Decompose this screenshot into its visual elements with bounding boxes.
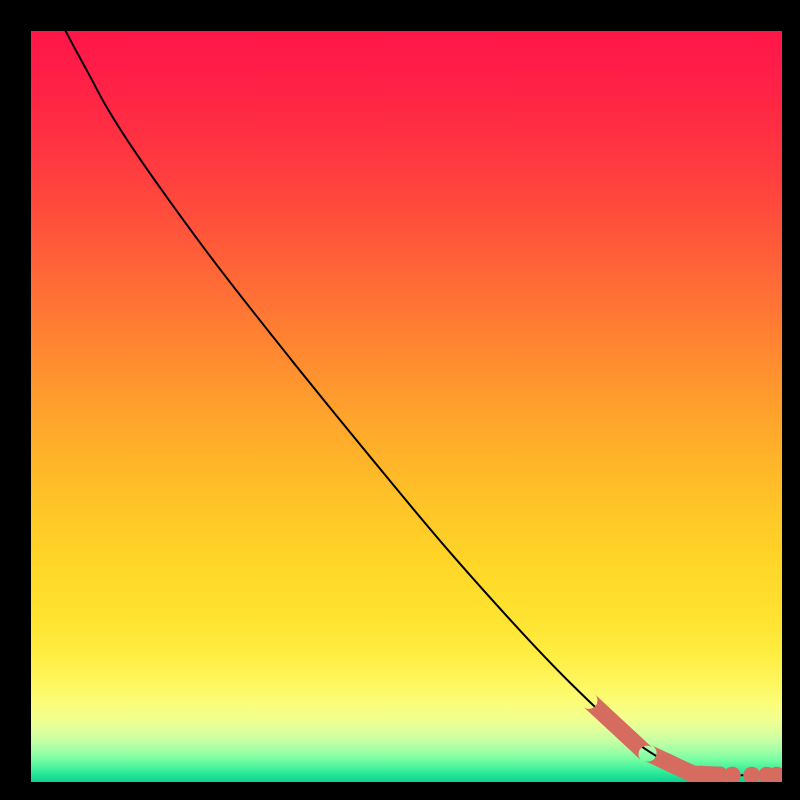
- data-marker: [724, 767, 741, 782]
- chart-data-markers: [31, 31, 782, 782]
- chart-plot-area: [31, 31, 782, 782]
- data-marker: [743, 767, 760, 782]
- data-marker: [583, 694, 653, 760]
